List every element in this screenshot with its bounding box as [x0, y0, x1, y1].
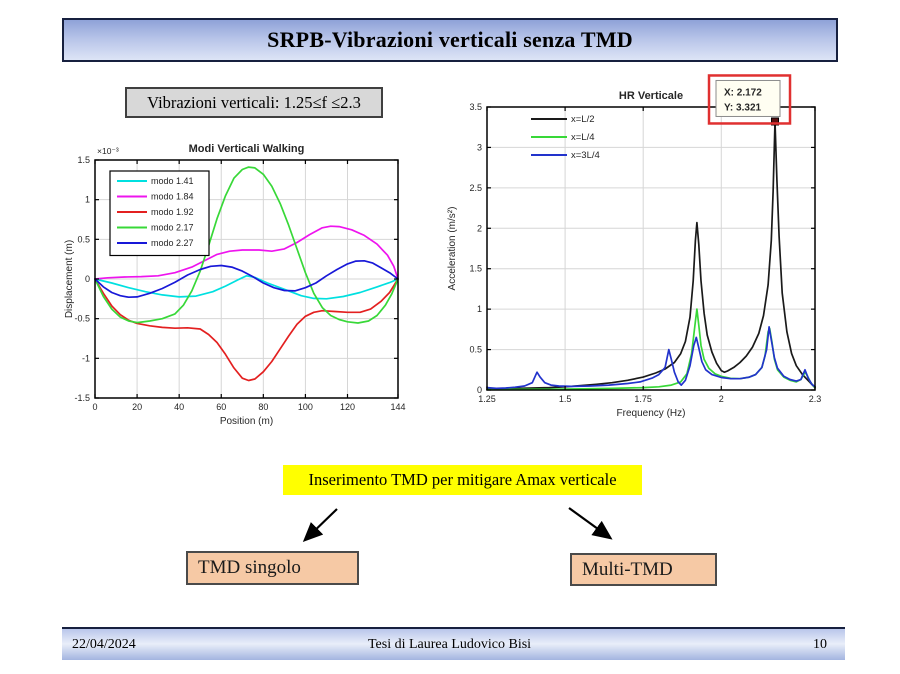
tmd-insertion-banner: Inserimento TMD per mitigare Amax vertic…: [283, 465, 642, 495]
svg-text:80: 80: [258, 402, 268, 412]
hr-verticale-chart: 1.25 1.5 1.75 2 2.3 0 0.5 1 1.5 2 2.5 3 3.5 HR Vertic…: [443, 73, 855, 433]
svg-text:Displacement (m): Displacement (m): [64, 240, 75, 318]
slide-footer: 22/04/2024 Tesi di Laurea Ludovico Bisi …: [62, 627, 845, 660]
svg-text:144: 144: [390, 402, 405, 412]
svg-text:modo 2.27: modo 2.27: [151, 238, 194, 248]
svg-text:Y: 3.321: Y: 3.321: [724, 102, 761, 113]
svg-text:-0.5: -0.5: [74, 314, 90, 324]
svg-text:modo 1.92: modo 1.92: [151, 207, 194, 217]
svg-text:0: 0: [92, 402, 97, 412]
svg-text:X: 2.172: X: 2.172: [724, 87, 762, 98]
svg-text:-1.5: -1.5: [74, 393, 90, 403]
svg-text:modo 2.17: modo 2.17: [151, 223, 194, 233]
svg-text:3.5: 3.5: [469, 102, 482, 112]
svg-text:100: 100: [298, 402, 313, 412]
multi-tmd-box: Multi-TMD: [570, 553, 717, 586]
svg-text:0: 0: [477, 385, 482, 395]
modal-shapes-chart: 0 20 40 60 80 100 120 144 -1.5 -1 -0.5 0 0.5 1 1.5 Modi…: [62, 138, 414, 430]
svg-text:×10⁻³: ×10⁻³: [97, 146, 119, 156]
svg-text:Acceleration (m/s²): Acceleration (m/s²): [447, 207, 458, 291]
svg-text:0.5: 0.5: [77, 234, 90, 244]
svg-text:2.3: 2.3: [809, 394, 822, 404]
svg-text:modo 1.84: modo 1.84: [151, 192, 194, 202]
tmd-insertion-text: Inserimento TMD per mitigare Amax vertic…: [308, 470, 617, 489]
svg-text:0.5: 0.5: [469, 345, 482, 355]
svg-text:x=L/2: x=L/2: [571, 114, 595, 125]
svg-text:modo 1.41: modo 1.41: [151, 176, 194, 186]
svg-text:0: 0: [85, 274, 90, 284]
svg-text:3: 3: [477, 142, 482, 152]
svg-text:1: 1: [477, 304, 482, 314]
arrow-right-icon: [568, 507, 613, 540]
svg-text:x=L/4: x=L/4: [571, 132, 595, 143]
svg-text:Frequency (Hz): Frequency (Hz): [617, 408, 686, 419]
svg-text:20: 20: [132, 402, 142, 412]
svg-text:2: 2: [719, 394, 724, 404]
slide-title: SRPB-Vibrazioni verticali senza TMD: [267, 27, 633, 52]
svg-text:40: 40: [174, 402, 184, 412]
svg-text:1: 1: [85, 195, 90, 205]
svg-text:2: 2: [477, 223, 482, 233]
footer-page-number: 10: [813, 636, 827, 652]
slide-title-bar: SRPB-Vibrazioni verticali senza TMD: [62, 18, 838, 62]
tmd-singolo-box: TMD singolo: [186, 551, 359, 585]
arrow-left-icon: [302, 508, 338, 543]
footer-title: Tesi di Laurea Ludovico Bisi: [367, 636, 532, 652]
svg-text:HR Verticale: HR Verticale: [619, 90, 683, 102]
multi-tmd-label: Multi-TMD: [582, 558, 673, 580]
svg-text:120: 120: [340, 402, 355, 412]
tmd-singolo-label: TMD singolo: [198, 557, 301, 578]
svg-text:2.5: 2.5: [469, 183, 482, 193]
svg-text:1.75: 1.75: [634, 394, 652, 404]
svg-text:1.5: 1.5: [469, 264, 482, 274]
flow-arrows: [302, 507, 613, 543]
svg-text:Modi Verticali Walking: Modi Verticali Walking: [189, 143, 305, 155]
svg-text:-1: -1: [82, 353, 90, 363]
svg-text:60: 60: [216, 402, 226, 412]
svg-text:1.5: 1.5: [559, 394, 572, 404]
vibration-range-text: Vibrazioni verticali: 1.25≤f ≤2.3: [147, 92, 361, 112]
footer-date: 22/04/2024: [72, 636, 136, 652]
vibration-range-box: Vibrazioni verticali: 1.25≤f ≤2.3: [125, 87, 383, 118]
svg-text:1.5: 1.5: [77, 155, 90, 165]
svg-text:Position (m): Position (m): [220, 416, 273, 427]
svg-text:1.25: 1.25: [478, 394, 496, 404]
svg-text:x=3L/4: x=3L/4: [571, 150, 600, 161]
